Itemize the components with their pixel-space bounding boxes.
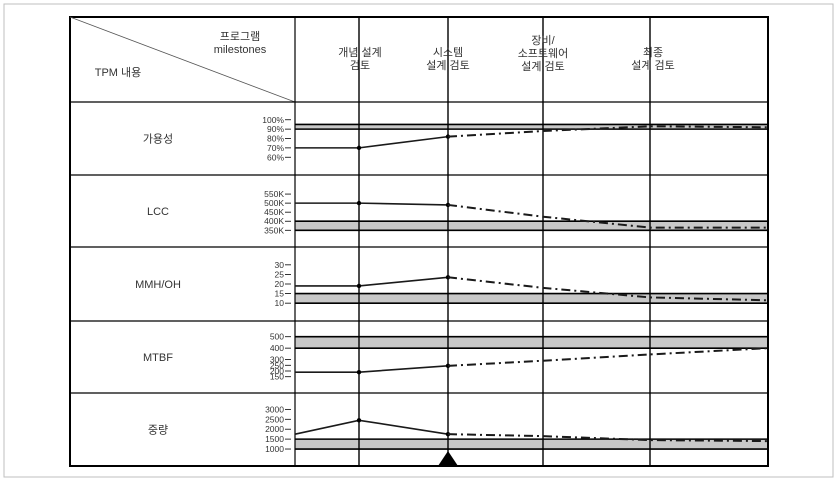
milestone-2-label-line-2: 설계 검토 <box>426 59 470 72</box>
row-4-tick-label-5: 200 <box>270 366 284 376</box>
row-3-tick-label-5: 10 <box>275 298 285 308</box>
row-3-tick-label-3: 20 <box>275 279 285 289</box>
row-3-tick-label-4: 15 <box>275 289 285 299</box>
row-5-actual-point-2 <box>445 431 451 437</box>
row-2-tick-label-1: 550K <box>264 189 284 199</box>
row-3-tick-label-1: 30 <box>275 260 285 270</box>
row-2-actual-point-1 <box>356 200 362 206</box>
milestone-3-label-line-2: 소프트웨어 <box>518 47 569 60</box>
row-1-tick-label-1: 100% <box>262 115 284 125</box>
line-layer <box>294 125 769 466</box>
row-5-tick-label-5: 1000 <box>265 444 284 454</box>
row-4-tick-label-2: 400 <box>270 343 284 353</box>
row-5-actual-point-1 <box>356 418 362 423</box>
row-5-label: 중량 <box>148 424 168 437</box>
row-3-actual-point-1 <box>356 283 362 289</box>
row-5-tick-label-2: 2500 <box>265 414 284 424</box>
row-3-tick-label-2: 25 <box>275 269 285 279</box>
header-tpm-content-label: TPM 내용 <box>95 66 142 79</box>
milestone-3-label-line-3: 설계 검토 <box>521 60 565 73</box>
grid-layer <box>69 16 769 467</box>
row-5-tick-label-3: 2000 <box>265 424 284 434</box>
row-2-tick-label-3: 450K <box>264 207 284 217</box>
row-4-projected-line <box>447 347 769 367</box>
row-1-requirement-band <box>295 124 768 130</box>
milestone-4-label-line-2: 설계 검토 <box>631 59 675 72</box>
header-program-label: 프로그램 <box>220 30 260 43</box>
row-1-tick-label-4: 70% <box>267 143 284 153</box>
row-5-requirement-band <box>295 439 768 450</box>
milestone-2-label-line-1: 시스템 <box>433 46 463 59</box>
row-4-tick-label-4: 250 <box>270 360 284 370</box>
image-outer-frame <box>3 3 834 478</box>
table-frame <box>69 16 769 467</box>
row-5-tick-label-1: 3000 <box>265 404 284 414</box>
milestone-3-label-line-1: 장비/ <box>531 34 555 47</box>
row-2-requirement-band <box>295 221 768 231</box>
milestone-4-label-line-1: 최종 <box>643 46 663 59</box>
row-2-label: LCC <box>147 206 169 218</box>
row-1-tick-label-3: 80% <box>267 134 284 144</box>
row-2-tick-label-5: 350K <box>264 225 284 235</box>
row-4-tick-label-6: 150 <box>270 372 284 382</box>
band-layer <box>295 124 768 450</box>
triangle-marker-icon <box>438 451 458 466</box>
row-4-requirement-band <box>295 336 768 349</box>
header-milestones-label: milestones <box>214 44 267 56</box>
row-4-tick-label-1: 500 <box>270 332 284 342</box>
row-4-tick-label-3: 300 <box>270 355 284 365</box>
row-4-actual-point-1 <box>356 369 362 375</box>
header-diagonal-line <box>69 16 296 103</box>
milestone-1-label-line-1: 개념 설계 <box>338 46 382 59</box>
row-1-tick-label-2: 90% <box>267 124 284 134</box>
row-1-projected-line <box>447 125 769 138</box>
row-1-actual-point-1 <box>356 145 362 151</box>
row-3-requirement-band <box>295 293 768 304</box>
row-5-tick-label-4: 1500 <box>265 434 284 444</box>
row-4-label: MTBF <box>143 352 173 364</box>
row-5-projected-line <box>447 433 769 443</box>
row-2-tick-label-4: 400K <box>264 216 284 226</box>
milestone-1-label-line-2: 검토 <box>350 59 370 72</box>
row-1-label: 가용성 <box>143 133 173 146</box>
row-1-tick-label-5: 60% <box>267 152 284 162</box>
row-2-tick-label-2: 500K <box>264 198 284 208</box>
row-3-label: MMH/OH <box>135 279 181 291</box>
